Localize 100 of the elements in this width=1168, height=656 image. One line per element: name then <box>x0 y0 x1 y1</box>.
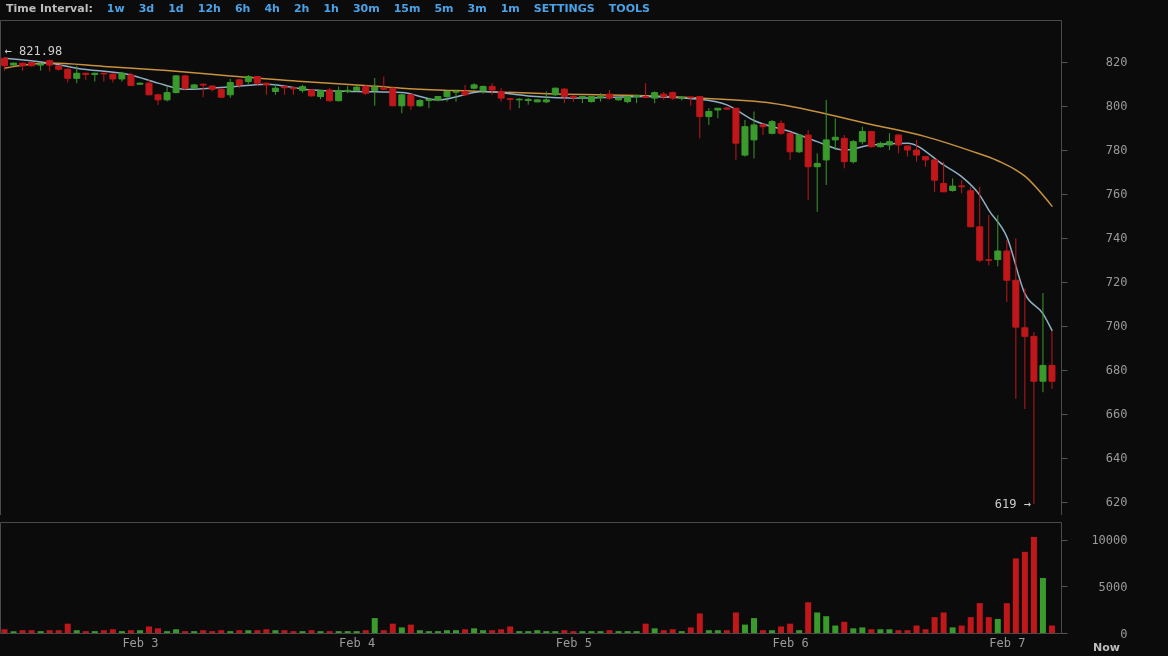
bar <box>155 628 162 633</box>
bar <box>480 630 487 633</box>
text: Now <box>1093 641 1120 654</box>
bar <box>606 630 613 633</box>
y-tick-label: 660 <box>1105 407 1128 422</box>
bar <box>805 602 812 633</box>
bar <box>263 629 270 633</box>
y-tick-label: 740 <box>1105 231 1128 246</box>
bar <box>127 630 134 633</box>
bar <box>28 630 35 633</box>
bar <box>507 626 514 633</box>
bar <box>931 617 938 633</box>
bar <box>1030 536 1037 633</box>
bar <box>823 616 830 633</box>
y-tick-label: 640 <box>1105 451 1128 466</box>
bar <box>245 630 252 633</box>
x-tick-label: Feb 4 <box>339 635 376 650</box>
candlestick <box>759 122 767 136</box>
bar <box>886 629 893 633</box>
text: 1w <box>106 2 125 15</box>
candlestick <box>461 84 469 97</box>
bar <box>796 630 803 633</box>
bar <box>949 627 956 633</box>
candlestick <box>813 152 821 213</box>
bar <box>561 630 568 633</box>
bar <box>100 630 107 633</box>
text: TOOLS <box>608 2 650 15</box>
bar <box>272 630 279 633</box>
text: 4h <box>264 2 280 15</box>
y-tick-label: 720 <box>1105 275 1128 290</box>
bar <box>200 630 207 633</box>
y-tick-label: 820 <box>1105 55 1128 70</box>
bar <box>55 630 62 633</box>
bar <box>407 624 414 633</box>
candlestick <box>940 161 948 193</box>
bar <box>750 618 757 633</box>
y-tick-label: 5000 <box>1098 579 1128 594</box>
bar <box>895 630 902 633</box>
bar <box>398 627 405 633</box>
candlestick <box>831 117 839 151</box>
x-tick-label: Feb 5 <box>555 635 592 650</box>
bar <box>145 626 152 633</box>
bar <box>651 628 658 633</box>
y-tick-label: 700 <box>1105 319 1128 334</box>
bar <box>109 629 116 633</box>
annotation: ← 821.98 <box>4 44 63 59</box>
bar <box>254 630 261 633</box>
text: 1h <box>323 2 339 15</box>
bar <box>877 629 884 633</box>
bar <box>534 630 541 633</box>
bar <box>1012 558 1019 633</box>
bar <box>814 612 821 633</box>
text: 5m <box>434 2 454 15</box>
bar <box>380 630 387 633</box>
bar <box>498 629 505 633</box>
bar <box>1039 577 1046 633</box>
y-tick-label: 760 <box>1105 187 1128 202</box>
text: 6h <box>234 2 251 15</box>
candlestick <box>913 139 921 163</box>
candlestick <box>795 133 803 154</box>
text: 1m <box>500 2 520 15</box>
text: Time Interval: <box>6 2 93 15</box>
bar <box>660 630 667 633</box>
bar <box>696 613 703 633</box>
bar <box>787 623 794 633</box>
candlestick <box>696 95 704 139</box>
x-tick-label: Feb 6 <box>772 635 809 650</box>
bar <box>389 623 396 633</box>
bar <box>769 630 776 633</box>
bar <box>1003 603 1010 633</box>
bar <box>371 618 378 633</box>
bar <box>922 629 929 633</box>
bar <box>913 625 920 633</box>
bar <box>173 629 180 633</box>
bar <box>1 629 8 633</box>
text: 1d <box>168 2 184 15</box>
bar <box>850 628 857 633</box>
bar <box>281 630 288 633</box>
bar <box>19 630 26 633</box>
candlestick <box>226 78 234 99</box>
bar <box>489 630 496 633</box>
x-tick-label: Feb 7 <box>989 635 1026 650</box>
candlestick <box>840 134 848 169</box>
bar <box>236 630 243 633</box>
y-tick-label: 680 <box>1105 363 1128 378</box>
bar <box>1021 551 1028 633</box>
bar <box>714 630 721 633</box>
bar <box>940 612 947 633</box>
y-tick-label: 780 <box>1105 143 1128 158</box>
bar <box>760 630 767 633</box>
y-tick-label: 800 <box>1105 99 1128 114</box>
bar <box>471 628 478 633</box>
text: 2h <box>293 2 310 15</box>
bar <box>868 629 875 633</box>
bar <box>741 624 748 633</box>
bar <box>985 617 992 633</box>
bar <box>723 630 730 633</box>
candlestick <box>488 82 496 96</box>
bar <box>832 625 839 633</box>
y-tick-label: 620 <box>1105 495 1128 510</box>
